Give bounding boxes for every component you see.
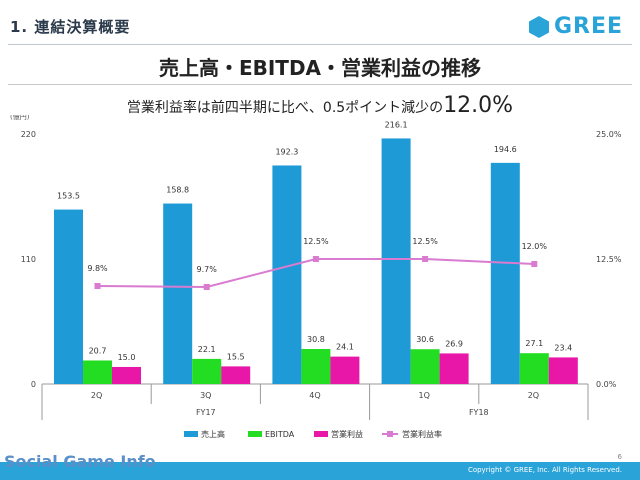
bar-value-label: 30.6	[416, 335, 434, 344]
bar-value-label: 192.3	[275, 147, 298, 156]
bar-value-label: 15.5	[227, 352, 245, 361]
bar-value-label: 20.7	[89, 346, 107, 355]
legend-label: 売上高	[201, 429, 225, 439]
section-label: 1. 連結決算概要	[10, 18, 131, 36]
margin-point	[422, 256, 429, 262]
margin-value-label: 9.7%	[197, 265, 218, 274]
bar-sales	[54, 209, 83, 384]
fiscal-group-label: FY18	[469, 408, 489, 417]
bar-sales	[381, 138, 411, 384]
bar-operating-profit	[112, 366, 141, 384]
revenue-chart: (億円) 0 110 220 0.0% 12.5% 25.0% 2Q 3Q 4Q 1Q 2Q FY17 F…	[10, 115, 622, 439]
fiscal-group-label: FY17	[196, 408, 216, 417]
bar-operating-profit	[548, 357, 578, 384]
copyright-text: Copyright © GREE, Inc. All Rights Reserv…	[467, 466, 622, 474]
legend-line-marker	[387, 431, 393, 437]
bar-ebitda	[192, 358, 222, 384]
chart-legend: 売上高 EBITDA 営業利益 営業利益率	[184, 429, 442, 439]
margin-point	[203, 284, 210, 290]
gree-logo: GREE	[528, 14, 623, 39]
bar-ebitda	[301, 349, 331, 384]
bar-value-label: 26.9	[445, 339, 463, 348]
legend-label: 営業利益	[331, 429, 363, 439]
chart-bars	[54, 138, 578, 384]
margin-point	[94, 283, 101, 289]
bar-value-label: 194.6	[494, 145, 517, 154]
page-title: 売上高・EBITDA・営業利益の推移	[158, 56, 482, 80]
x-tick-label: 1Q	[419, 391, 430, 400]
bar-value-label: 153.5	[57, 192, 80, 201]
legend-swatch	[184, 431, 198, 437]
y-tick-label: 0	[31, 380, 36, 389]
x-tick-label: 3Q	[200, 391, 211, 400]
margin-value-label: 12.5%	[303, 237, 329, 246]
bar-ebitda	[519, 353, 549, 384]
hexagon-logo-icon	[529, 15, 549, 38]
footer-bar	[0, 462, 640, 480]
x-tick-label: 2Q	[528, 391, 539, 400]
margin-line-path	[97, 258, 535, 289]
bar-value-label: 24.1	[336, 343, 354, 352]
chart-axes: (億円) 0 110 220 0.0% 12.5% 25.0% 2Q 3Q 4Q 1Q 2Q FY17 F…	[10, 115, 622, 420]
bar-sales	[490, 162, 520, 384]
bar-value-label: 23.4	[554, 343, 572, 352]
margin-point	[531, 261, 538, 267]
y-tick-label: 220	[21, 130, 36, 139]
margin-value-label: 12.0%	[522, 242, 548, 251]
x-tick-label: 4Q	[309, 391, 320, 400]
logo-text: GREE	[554, 14, 624, 39]
bar-value-label: 15.0	[118, 353, 136, 362]
y2-tick-label: 25.0%	[596, 130, 622, 139]
y2-tick-label: 0.0%	[596, 380, 617, 389]
legend-swatch	[248, 431, 262, 437]
chart-data-labels: 153.5 158.8 192.3 216.1 194.6 20.7 22.1 30.8 30.…	[57, 120, 572, 362]
bar-ebitda	[83, 360, 112, 384]
bar-sales	[163, 203, 193, 384]
bar-operating-profit	[221, 366, 251, 384]
bar-value-label: 158.8	[166, 186, 189, 195]
legend-label: 営業利益率	[402, 429, 442, 439]
watermark-text: Social Game Info	[4, 452, 156, 471]
x-tick-label: 2Q	[91, 391, 102, 400]
header-divider	[8, 44, 632, 45]
title-underline	[8, 84, 632, 85]
bar-sales	[272, 165, 302, 384]
bar-value-label: 30.8	[307, 335, 325, 344]
bar-ebitda	[410, 349, 440, 384]
bar-operating-profit	[439, 353, 469, 384]
subtitle-highlight: 12.0%	[443, 93, 514, 118]
margin-value-label: 12.5%	[412, 237, 438, 246]
margin-line	[94, 256, 538, 290]
subtitle-text: 営業利益率は前四半期に比べ、0.5ポイント減少の	[126, 100, 444, 116]
bar-operating-profit	[330, 356, 360, 384]
y-axis-unit-label: (億円)	[10, 115, 30, 121]
bar-value-label: 22.1	[198, 345, 216, 354]
bar-value-label: 27.1	[525, 339, 543, 348]
legend-label: EBITDA	[265, 430, 295, 439]
y-tick-label: 110	[21, 255, 36, 264]
page-number: 6	[617, 453, 622, 461]
bar-value-label: 216.1	[385, 120, 408, 129]
margin-value-label: 9.8%	[87, 264, 108, 273]
y2-tick-label: 12.5%	[596, 255, 622, 264]
margin-point	[312, 256, 319, 262]
subtitle: 営業利益率は前四半期に比べ、0.5ポイント減少の12.0%	[0, 93, 640, 118]
legend-swatch	[314, 431, 328, 437]
